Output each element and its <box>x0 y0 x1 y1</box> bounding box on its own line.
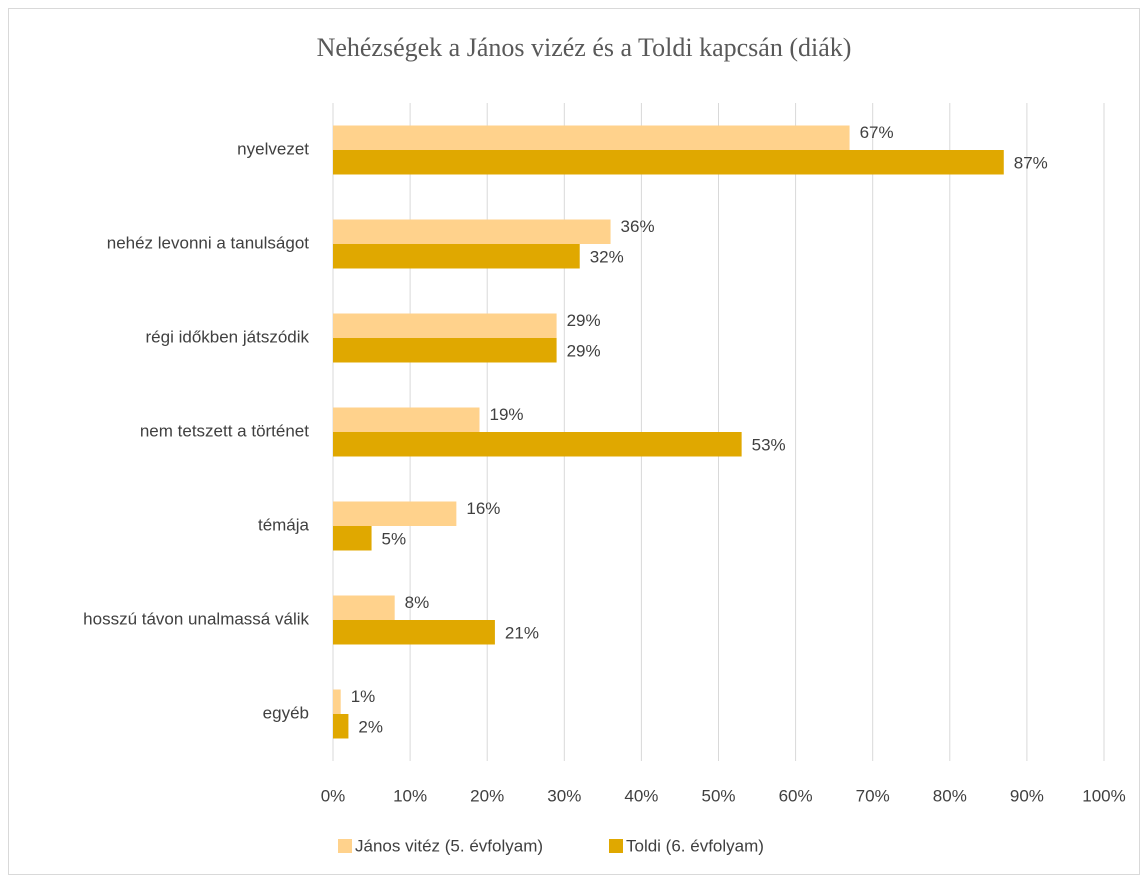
x-tick-label: 20% <box>470 786 504 805</box>
bar <box>333 338 557 363</box>
bar <box>333 526 372 551</box>
value-label: 1% <box>351 687 376 706</box>
value-label: 67% <box>860 123 894 142</box>
x-tick-label: 80% <box>933 786 967 805</box>
x-tick-label: 50% <box>701 786 735 805</box>
legend-swatch <box>338 839 352 853</box>
value-label: 53% <box>752 436 786 455</box>
x-tick-label: 30% <box>547 786 581 805</box>
value-label: 29% <box>567 342 601 361</box>
value-label: 2% <box>358 718 383 737</box>
y-tick-label: nyelvezet <box>237 139 309 158</box>
value-label: 29% <box>567 311 601 330</box>
bar <box>333 595 395 620</box>
x-tick-label: 100% <box>1082 786 1125 805</box>
value-label: 5% <box>382 530 407 549</box>
bar <box>333 689 341 714</box>
legend-swatch <box>609 839 623 853</box>
bar <box>333 407 480 432</box>
value-label: 19% <box>489 405 523 424</box>
chart-title: Nehézségek a János vizéz és a Toldi kapc… <box>317 33 852 62</box>
bar <box>333 714 349 739</box>
y-tick-label: egyéb <box>263 703 309 722</box>
bar <box>333 432 742 457</box>
value-label: 21% <box>505 624 539 643</box>
value-label: 87% <box>1014 154 1048 173</box>
y-tick-label: nehéz levonni a tanulságot <box>107 233 310 252</box>
bar <box>333 150 1004 175</box>
value-label: 32% <box>590 248 624 267</box>
value-label: 16% <box>466 499 500 518</box>
bar <box>333 620 495 645</box>
x-tick-label: 10% <box>393 786 427 805</box>
bar <box>333 244 580 269</box>
x-tick-label: 0% <box>321 786 346 805</box>
legend-label: Toldi (6. évfolyam) <box>626 836 764 855</box>
value-label: 36% <box>621 217 655 236</box>
legend-label: János vitéz (5. évfolyam) <box>355 836 543 855</box>
bar <box>333 501 457 526</box>
y-tick-label: hosszú távon unalmassá válik <box>83 609 309 628</box>
y-tick-label: régi időkben játszódik <box>146 327 310 346</box>
value-label: 8% <box>405 593 430 612</box>
bar <box>333 219 611 244</box>
y-tick-label: nem tetszett a történet <box>140 421 309 440</box>
x-tick-label: 70% <box>856 786 890 805</box>
y-tick-label: témája <box>258 515 310 534</box>
bar <box>333 313 557 338</box>
x-tick-label: 90% <box>1010 786 1044 805</box>
bar <box>333 125 850 150</box>
x-tick-label: 60% <box>779 786 813 805</box>
x-tick-label: 40% <box>624 786 658 805</box>
